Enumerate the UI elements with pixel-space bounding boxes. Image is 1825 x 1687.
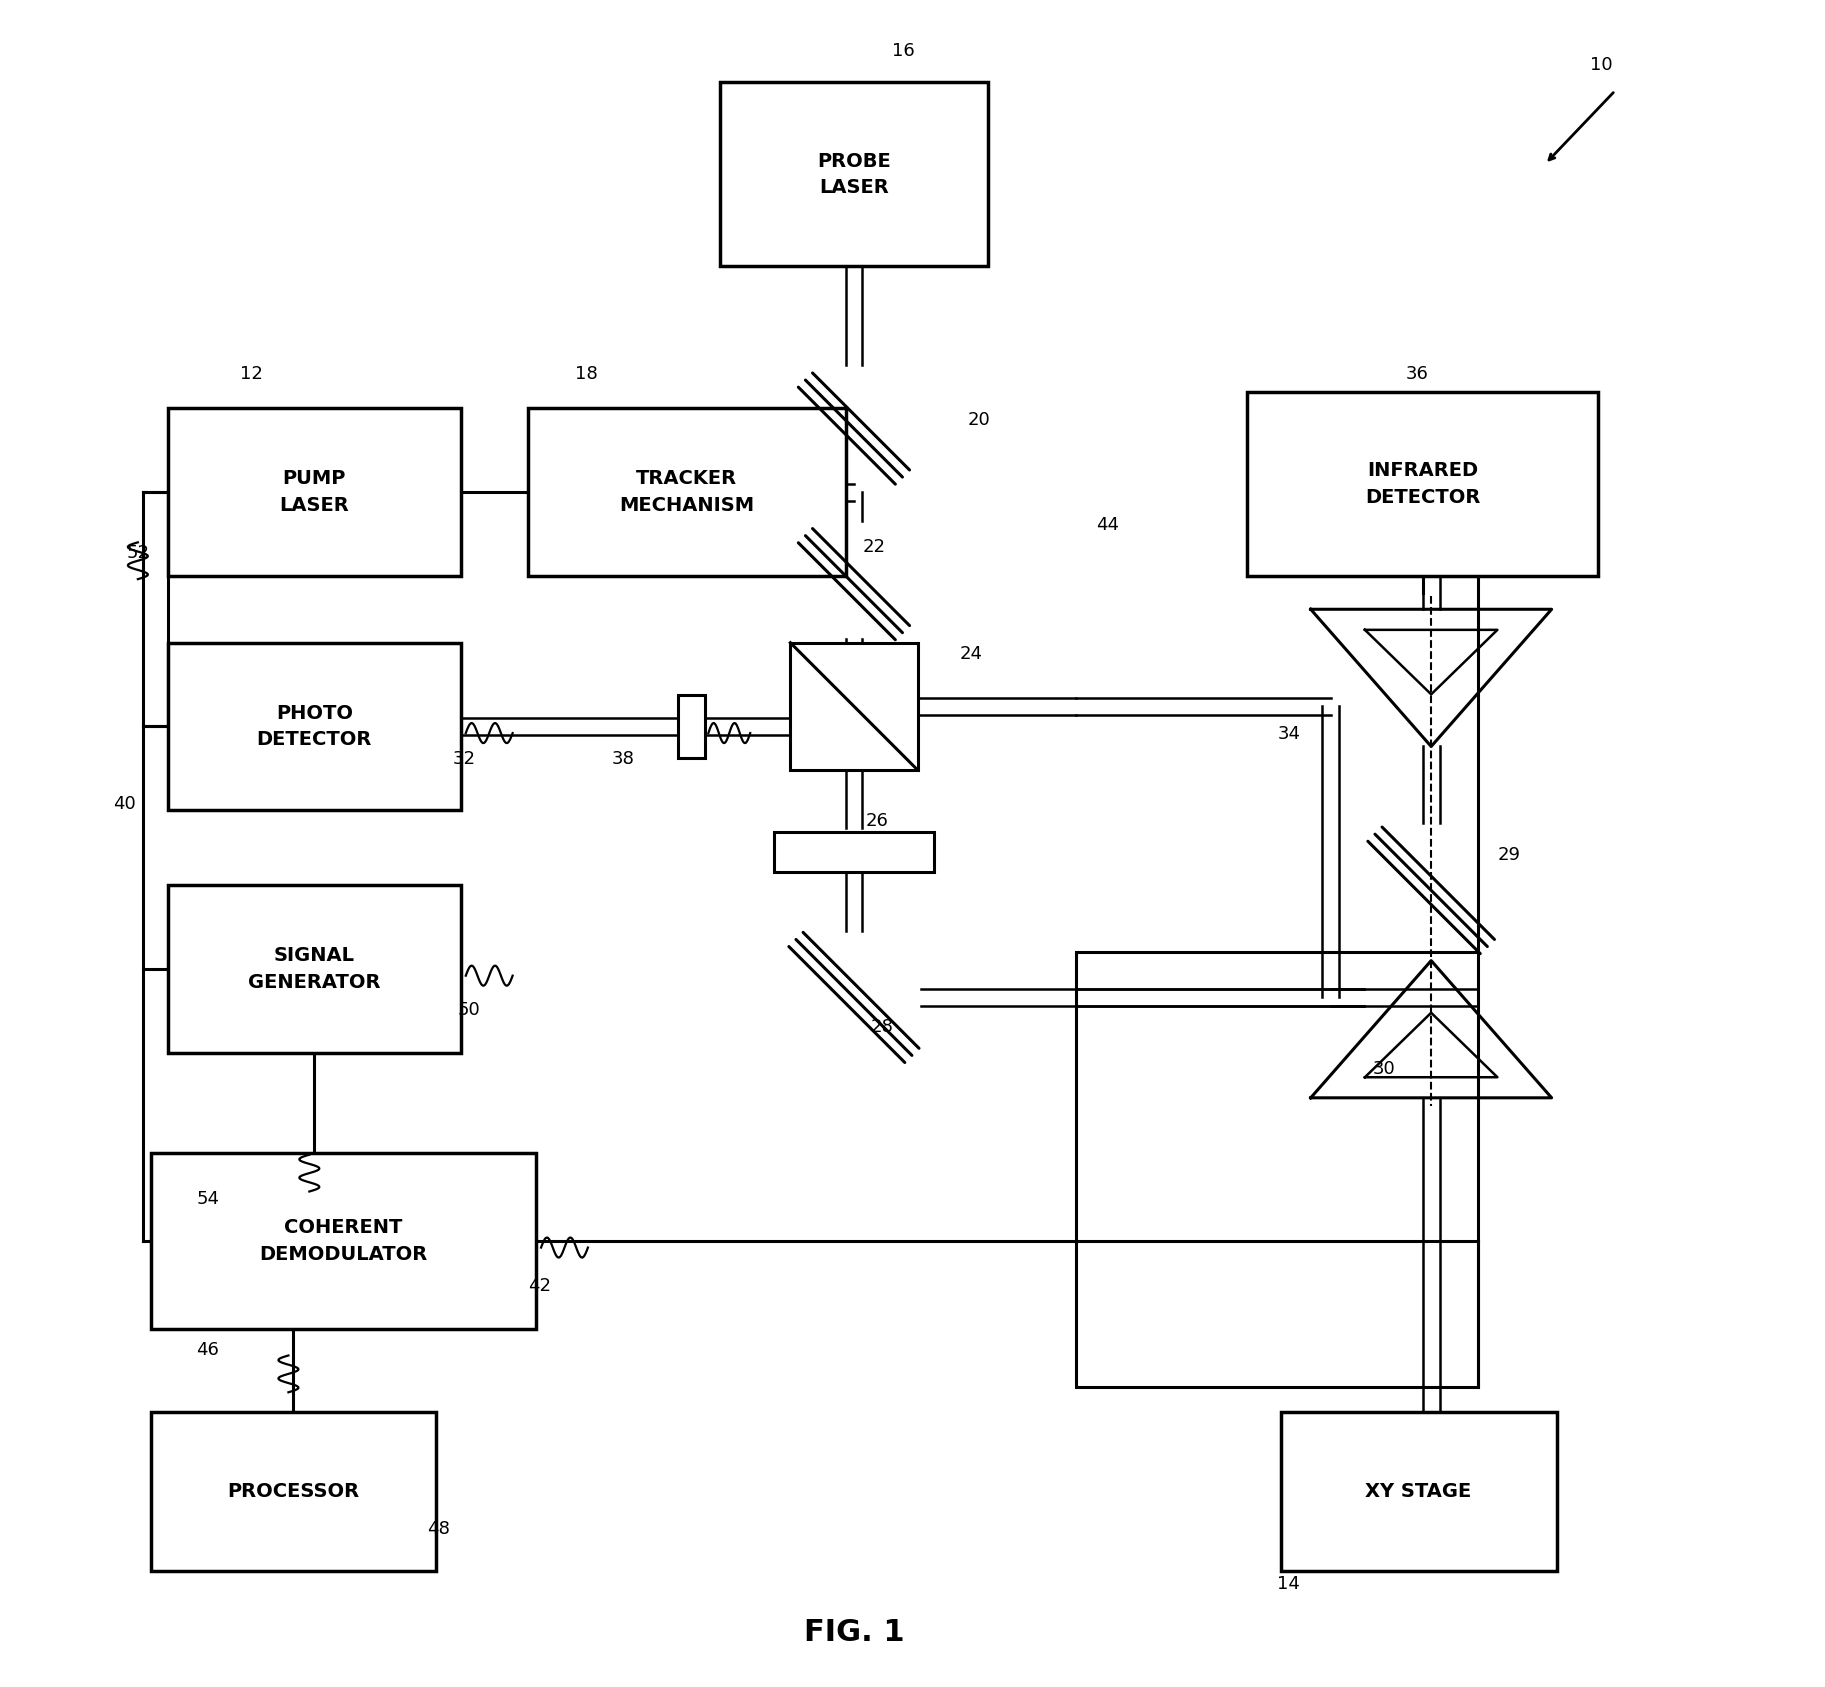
Text: 14: 14: [1278, 1576, 1299, 1593]
Text: 12: 12: [239, 366, 263, 383]
Text: 46: 46: [197, 1341, 219, 1358]
Text: 50: 50: [458, 1000, 480, 1019]
Text: PHOTO
DETECTOR: PHOTO DETECTOR: [257, 703, 372, 749]
Bar: [1246, 391, 1599, 575]
Text: 28: 28: [871, 1017, 894, 1036]
Bar: [168, 408, 460, 575]
Text: 32: 32: [453, 751, 475, 768]
Bar: [679, 695, 704, 757]
Text: 20: 20: [967, 410, 991, 428]
Text: FIG. 1: FIG. 1: [803, 1618, 903, 1647]
Bar: [168, 643, 460, 810]
Text: 22: 22: [861, 538, 885, 555]
Bar: [1281, 1412, 1557, 1571]
Text: 18: 18: [575, 366, 597, 383]
Text: SIGNAL
GENERATOR: SIGNAL GENERATOR: [248, 946, 381, 992]
Text: 54: 54: [197, 1191, 219, 1208]
Text: INFRARED
DETECTOR: INFRARED DETECTOR: [1365, 461, 1480, 506]
Text: 34: 34: [1278, 725, 1299, 742]
Bar: [168, 886, 460, 1053]
Text: PROCESSOR: PROCESSOR: [228, 1483, 360, 1501]
Bar: [774, 832, 934, 872]
Text: 24: 24: [960, 644, 982, 663]
Text: 10: 10: [1590, 56, 1613, 74]
Bar: [1077, 951, 1478, 1387]
Text: COHERENT
DEMODULATOR: COHERENT DEMODULATOR: [259, 1218, 427, 1264]
Text: PUMP
LASER: PUMP LASER: [279, 469, 349, 515]
Bar: [527, 408, 845, 575]
Bar: [790, 643, 918, 769]
Text: 16: 16: [892, 42, 914, 61]
Text: 30: 30: [1372, 1059, 1396, 1078]
Text: 44: 44: [1097, 516, 1119, 535]
Text: 40: 40: [113, 795, 135, 813]
Text: 38: 38: [611, 751, 635, 768]
Text: XY STAGE: XY STAGE: [1365, 1483, 1471, 1501]
Text: 42: 42: [527, 1277, 551, 1296]
Bar: [151, 1412, 436, 1571]
Text: 26: 26: [865, 811, 889, 830]
Bar: [721, 83, 987, 267]
Text: PROBE
LASER: PROBE LASER: [818, 152, 891, 197]
Text: 52: 52: [126, 545, 150, 562]
Text: 36: 36: [1405, 366, 1429, 383]
Text: 29: 29: [1498, 845, 1520, 864]
Text: 48: 48: [427, 1520, 451, 1539]
Text: TRACKER
MECHANISM: TRACKER MECHANISM: [619, 469, 754, 515]
Bar: [151, 1152, 537, 1329]
